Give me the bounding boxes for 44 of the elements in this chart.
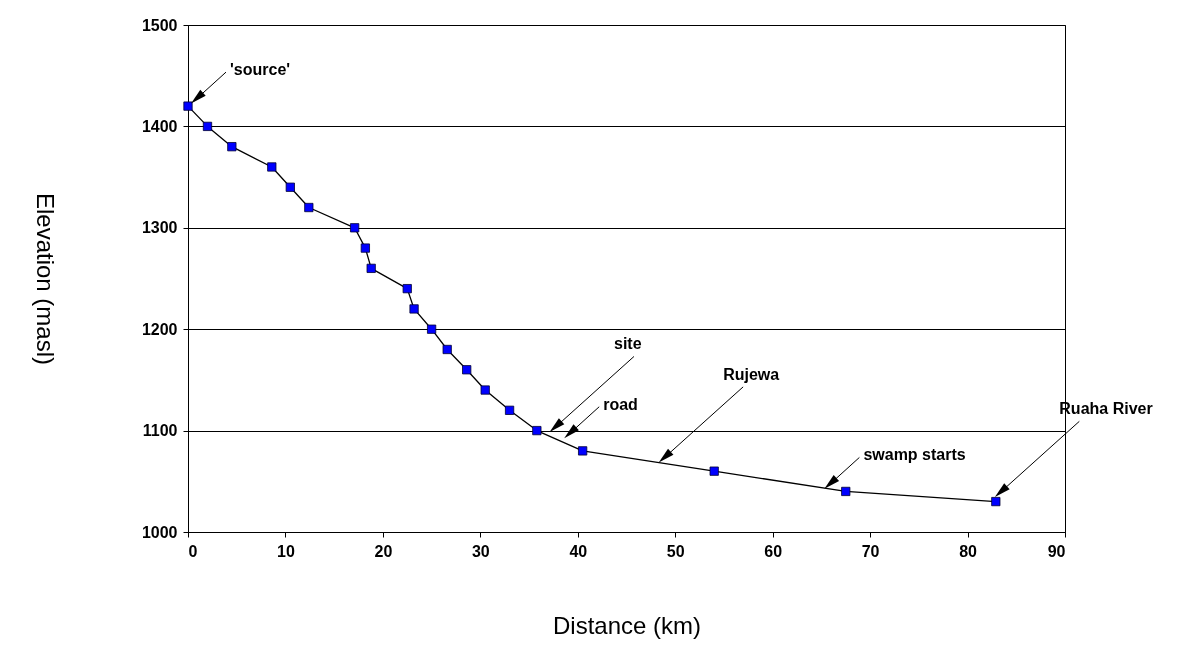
point	[578, 446, 588, 456]
annotation: swamp starts	[863, 446, 966, 464]
x-tick-label: 10	[277, 542, 295, 560]
point	[402, 284, 412, 294]
point	[480, 385, 490, 395]
point	[442, 344, 452, 355]
point	[991, 497, 1001, 507]
point	[360, 243, 370, 253]
point	[532, 426, 542, 436]
point	[709, 466, 719, 476]
annotation: 'source'	[230, 61, 291, 79]
point	[267, 162, 277, 172]
x-tick-label: 60	[764, 542, 783, 560]
y-tick-label: 1100	[142, 422, 178, 440]
y-tick-label: 1200	[141, 320, 178, 338]
y-tick-label: 1000	[141, 523, 178, 541]
point	[227, 142, 237, 152]
point	[427, 324, 437, 334]
annotation: Rujewa	[723, 365, 780, 383]
annotation: site	[614, 335, 642, 353]
point	[183, 101, 193, 111]
point	[202, 121, 213, 131]
point	[285, 182, 295, 192]
y-tick-label: 1500	[141, 16, 178, 34]
x-tick-label: 90	[1047, 542, 1066, 560]
x-tick-label: 80	[959, 542, 978, 560]
x-tick-label: 70	[861, 542, 880, 560]
point	[366, 263, 376, 273]
x-tick-label: 30	[471, 542, 490, 560]
x-tick-label: 40	[569, 542, 588, 560]
annotation: road	[603, 395, 638, 413]
x-axis-title: Distance (km)	[552, 611, 702, 639]
point	[350, 223, 360, 233]
x-tick-label: 50	[666, 542, 685, 560]
point	[304, 202, 314, 213]
x-tick-label: 20	[374, 542, 393, 560]
y-tick-label: 1400	[141, 117, 178, 135]
y-tick-label: 1300	[141, 219, 178, 237]
point	[841, 486, 851, 497]
point	[462, 365, 472, 375]
point	[504, 405, 515, 415]
x-tick-label: 0	[188, 542, 198, 560]
y-axis-title: Elevation (masl)	[31, 192, 59, 366]
point	[409, 304, 419, 314]
